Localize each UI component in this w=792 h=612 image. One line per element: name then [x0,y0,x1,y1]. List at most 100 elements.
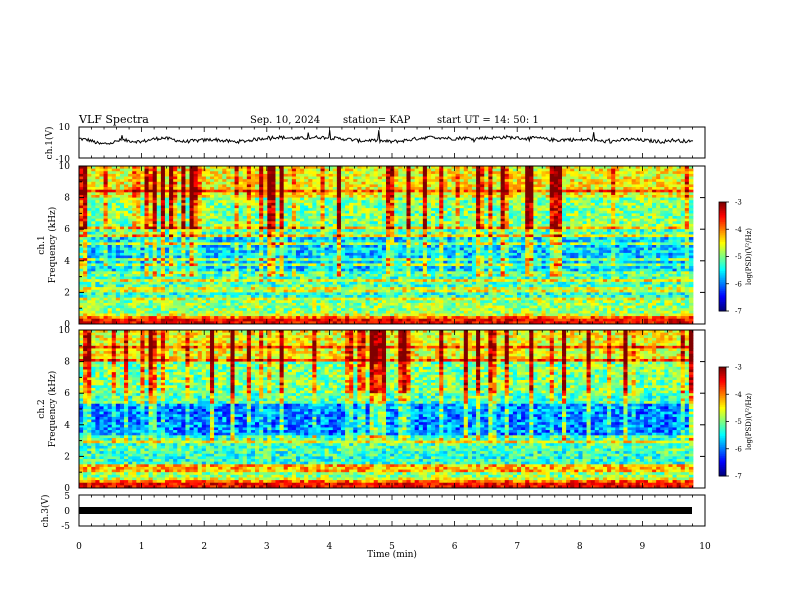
colorbar-tick-label: -6 [735,280,742,288]
colorbar-swatch [719,238,726,241]
freq-tick-label: 4 [64,421,70,431]
colorbar-tick-label: -5 [735,418,742,426]
colorbar-swatch [719,218,726,221]
colorbar-swatch [719,465,726,468]
colorbar-tick-label: -6 [735,445,742,453]
colorbar-swatch [719,436,726,439]
colorbar-swatch [719,446,726,450]
colorbar-swatch [719,432,726,435]
time-tick-label: 1 [139,542,145,552]
ch1-waveform-panel: 10 -10 ch.1(V) [44,123,706,165]
station-label: station= KAP [343,115,411,126]
colorbar-swatch [719,452,726,455]
start-time-label: start UT = 14: 50: 1 [437,115,539,126]
colorbar-swatch [719,303,726,307]
colorbar-swatch [719,439,726,442]
colorbar-swatch [719,390,726,393]
colorbar-tick-label: -4 [735,226,742,234]
time-axis: 0 1 2 3 4 5 6 7 8 9 10 [76,542,711,552]
colorbar-swatch [719,383,726,386]
ch3-ytick-mid: 0 [64,507,70,517]
colorbar-swatch [719,203,726,207]
colorbar-swatch [719,267,726,270]
colorbar-swatch [719,406,726,410]
colorbar-swatch [719,300,726,303]
colorbar-swatch [719,291,726,294]
colorbar-swatch [719,272,726,276]
ch1-frequency-ylabel: Frequency (kHz) [47,207,58,284]
time-tick-label: 6 [452,542,458,552]
colorbar-swatch [719,294,726,297]
colorbar-swatch [719,386,726,390]
colorbar-swatch [719,241,726,245]
colorbar-swatch [719,258,726,261]
colorbar-swatch [719,245,726,248]
colorbar-swatch [719,247,726,250]
colorbar-label: log(PSD)(V²/Hz) [745,228,753,285]
colorbar-swatch [719,225,726,228]
colorbar-swatch [719,256,726,259]
colorbar-swatch [719,472,726,475]
colorbar-swatch [719,301,726,305]
colorbar-swatch [719,425,726,428]
colorbar-swatch [719,441,726,444]
colorbar-swatch [719,385,726,388]
ch2-channel-label: ch.2 [37,399,47,418]
freq-tick-label: 6 [64,225,70,235]
colorbar-swatch [719,220,726,223]
colorbar-swatch [719,376,726,379]
colorbar-swatch [719,468,726,472]
ch3-ytick-bottom: -5 [61,522,70,532]
colorbar-swatch [719,368,726,372]
ch1-colorbar: -3 -4 -5 -6 -7 log(PSD)(V²/Hz) [718,199,753,316]
colorbar-swatch [719,405,726,408]
colorbar-swatch [719,263,726,267]
ch3-waveform-band [79,507,692,514]
colorbar-swatch [719,260,726,263]
freq-tick-label: 0 [64,484,70,494]
ch1-spectrogram-panel: 0 2 4 6 8 10 ch.1 Frequency (kHz) -3 -4 -5 -6 -7 l… [37,162,753,330]
colorbar-swatch [719,416,726,419]
colorbar-swatch [719,207,726,210]
colorbar-swatch [719,287,726,290]
colorbar-tick-label: -4 [735,391,742,399]
ch3-ytick-top: 5 [64,492,70,502]
colorbar-swatch [719,240,726,243]
time-axis-label: Time (min) [367,549,417,560]
time-tick-label: 8 [577,542,583,552]
ch1-ytick-top: 10 [59,123,71,133]
freq-tick-label: 10 [59,326,71,336]
colorbar-swatch [719,254,726,257]
figure-title: VLF Spectra [78,113,149,126]
colorbar-swatch [719,394,726,397]
ch2-spectrogram-panel: 0 2 4 6 8 10 ch.2 Frequency (kHz) -3 -4 -5 -6 -7 l… [37,326,753,494]
freq-tick-label: 2 [64,452,70,462]
colorbar-swatch [719,367,726,370]
colorbar-swatch [719,265,726,268]
time-tick-label: 10 [699,542,711,552]
colorbar-swatch [719,274,726,277]
colorbar-swatch [719,232,726,236]
time-tick-label: 2 [201,542,207,552]
colorbar-swatch [719,278,726,281]
colorbar-tick-label: -7 [735,473,742,481]
time-tick-label: 5 [389,542,395,552]
colorbar-swatch [719,463,726,466]
colorbar-swatch [719,459,726,462]
colorbar-swatch [719,426,726,430]
colorbar-swatch [719,461,726,464]
colorbar-swatch [719,211,726,214]
colorbar-swatch [719,269,726,272]
colorbar-swatch [719,403,726,406]
colorbar-swatch [719,419,726,422]
colorbar-swatch [719,401,726,404]
colorbar-swatch [719,227,726,230]
colorbar-swatch [719,381,726,384]
freq-tick-label: 6 [64,389,70,399]
colorbar-swatch [719,251,726,254]
colorbar-swatch [719,249,726,252]
ch3-waveform-panel: 5 0 -5 ch.3(V) 0 1 2 3 4 5 6 7 8 9 10 Time (min) [40,492,711,560]
freq-tick-label: 2 [64,288,70,298]
colorbar-tick-label: -3 [735,364,742,372]
